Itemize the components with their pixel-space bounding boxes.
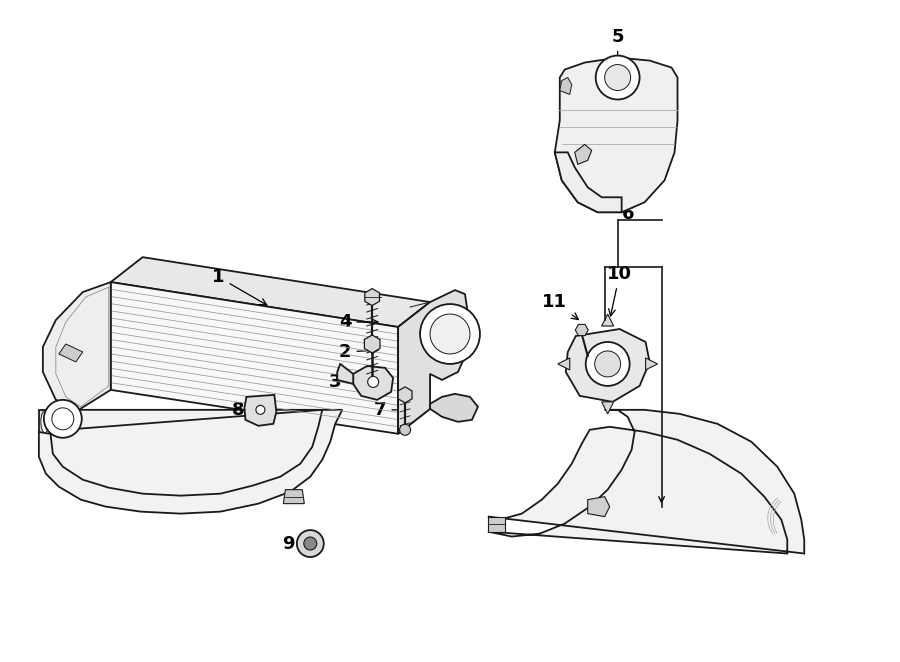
Polygon shape (554, 58, 678, 213)
Text: 4: 4 (339, 313, 378, 331)
Ellipse shape (40, 411, 49, 433)
Polygon shape (488, 516, 505, 532)
Polygon shape (588, 496, 609, 516)
Circle shape (430, 314, 470, 354)
Polygon shape (364, 289, 380, 306)
Polygon shape (353, 366, 393, 400)
Text: 10: 10 (608, 265, 632, 316)
Circle shape (596, 56, 640, 99)
Circle shape (304, 537, 317, 550)
Polygon shape (43, 282, 111, 410)
Polygon shape (338, 364, 353, 384)
Polygon shape (111, 282, 398, 434)
Polygon shape (566, 329, 650, 402)
Polygon shape (554, 152, 622, 213)
Polygon shape (645, 358, 658, 370)
Circle shape (297, 530, 324, 557)
Polygon shape (602, 402, 614, 414)
Polygon shape (398, 302, 430, 434)
Polygon shape (398, 387, 412, 403)
Polygon shape (602, 314, 614, 326)
Text: 1: 1 (212, 268, 266, 305)
Polygon shape (245, 395, 276, 426)
Text: 2: 2 (339, 343, 378, 361)
Text: 11: 11 (543, 293, 579, 320)
Polygon shape (364, 335, 380, 353)
Polygon shape (39, 410, 342, 514)
Circle shape (256, 405, 265, 414)
Circle shape (586, 342, 630, 386)
Polygon shape (575, 324, 589, 336)
Polygon shape (398, 290, 468, 434)
Polygon shape (39, 410, 50, 434)
Circle shape (400, 424, 410, 436)
Circle shape (420, 304, 480, 364)
Polygon shape (575, 144, 591, 164)
Polygon shape (558, 358, 570, 370)
Text: 3: 3 (329, 373, 364, 391)
Circle shape (52, 408, 74, 430)
Circle shape (44, 400, 82, 438)
Text: 5: 5 (611, 28, 624, 66)
Text: 7: 7 (374, 401, 411, 419)
Polygon shape (560, 77, 572, 95)
Text: 6: 6 (621, 205, 634, 223)
Polygon shape (488, 410, 805, 553)
Circle shape (368, 377, 379, 387)
Circle shape (595, 351, 621, 377)
Polygon shape (430, 394, 478, 422)
Text: 9: 9 (282, 534, 314, 553)
Polygon shape (58, 344, 83, 362)
Polygon shape (284, 490, 304, 504)
Polygon shape (111, 257, 430, 327)
Text: 8: 8 (232, 401, 266, 419)
Circle shape (605, 65, 631, 91)
